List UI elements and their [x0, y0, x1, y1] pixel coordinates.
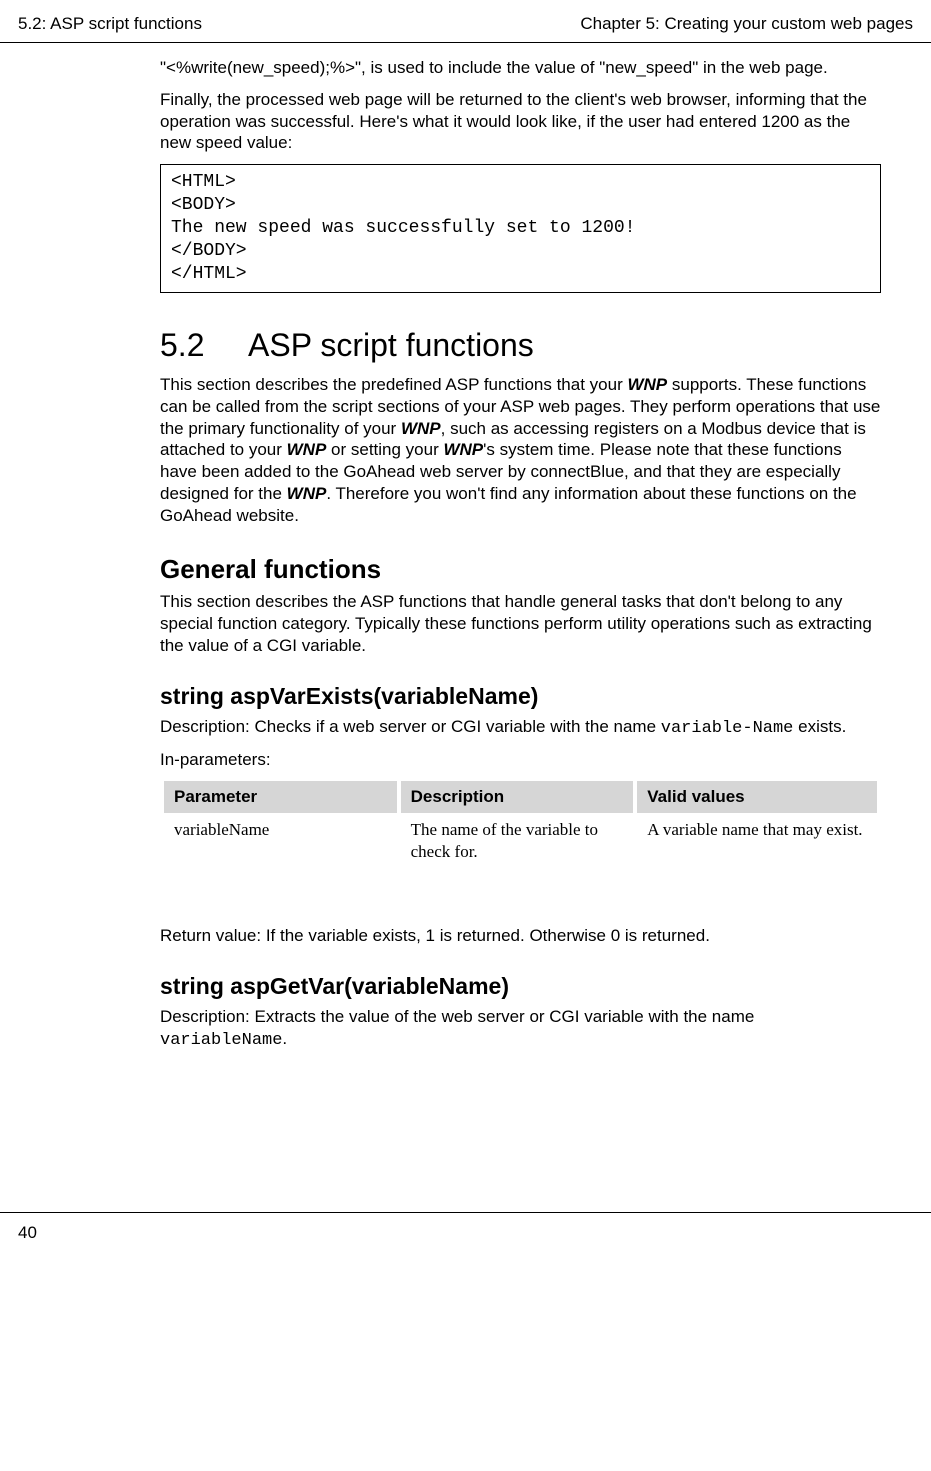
- section-number: 5.2: [160, 327, 248, 364]
- td-valid-values: A variable name that may exist.: [637, 813, 877, 907]
- content: "<%write(new_speed);%>", is used to incl…: [0, 43, 931, 1062]
- func1-inparams-label: In-parameters:: [160, 749, 881, 771]
- text-seg: Description: Extracts the value of the w…: [160, 1007, 754, 1026]
- text-seg: exists.: [793, 717, 846, 736]
- page: 5.2: ASP script functions Chapter 5: Cre…: [0, 0, 931, 1259]
- func2-description: Description: Extracts the value of the w…: [160, 1006, 881, 1052]
- th-description: Description: [401, 781, 634, 813]
- td-parameter: variableName: [164, 813, 397, 907]
- th-parameter: Parameter: [164, 781, 397, 813]
- func2-heading: string aspGetVar(variableName): [160, 973, 881, 1000]
- page-footer: 40: [0, 1212, 931, 1259]
- func1-return-value: Return value: If the variable exists, 1 …: [160, 925, 881, 947]
- general-functions-heading: General functions: [160, 554, 881, 585]
- section-body: This section describes the predefined AS…: [160, 374, 881, 526]
- code-block: <HTML> <BODY> The new speed was successf…: [160, 164, 881, 293]
- general-functions-body: This section describes the ASP functions…: [160, 591, 881, 656]
- header-left: 5.2: ASP script functions: [18, 14, 202, 34]
- intro-p2: Finally, the processed web page will be …: [160, 89, 881, 154]
- page-number: 40: [18, 1223, 37, 1242]
- wnp-term: WNP: [627, 375, 667, 394]
- section-heading: 5.2ASP script functions: [160, 327, 881, 364]
- page-header: 5.2: ASP script functions Chapter 5: Cre…: [0, 0, 931, 43]
- params-table: Parameter Description Valid values varia…: [160, 781, 881, 907]
- func1-description: Description: Checks if a web server or C…: [160, 716, 881, 740]
- wnp-term: WNP: [443, 440, 483, 459]
- td-description: The name of the variable to check for.: [401, 813, 634, 907]
- wnp-term: WNP: [401, 419, 441, 438]
- table-header-row: Parameter Description Valid values: [164, 781, 877, 813]
- func1-heading: string aspVarExists(variableName): [160, 683, 881, 710]
- table-row: variableName The name of the variable to…: [164, 813, 877, 907]
- text-seg: This section describes the predefined AS…: [160, 375, 627, 394]
- header-right: Chapter 5: Creating your custom web page…: [580, 14, 913, 34]
- intro-p1: "<%write(new_speed);%>", is used to incl…: [160, 57, 881, 79]
- code-inline: variableName: [160, 1031, 282, 1050]
- text-seg: .: [282, 1029, 287, 1048]
- section-title: ASP script functions: [248, 327, 534, 363]
- wnp-term: WNP: [287, 440, 327, 459]
- text-seg: or setting your: [326, 440, 443, 459]
- wnp-term: WNP: [287, 484, 327, 503]
- text-seg: Description: Checks if a web server or C…: [160, 717, 661, 736]
- th-valid-values: Valid values: [637, 781, 877, 813]
- code-inline: variable-Name: [661, 719, 794, 738]
